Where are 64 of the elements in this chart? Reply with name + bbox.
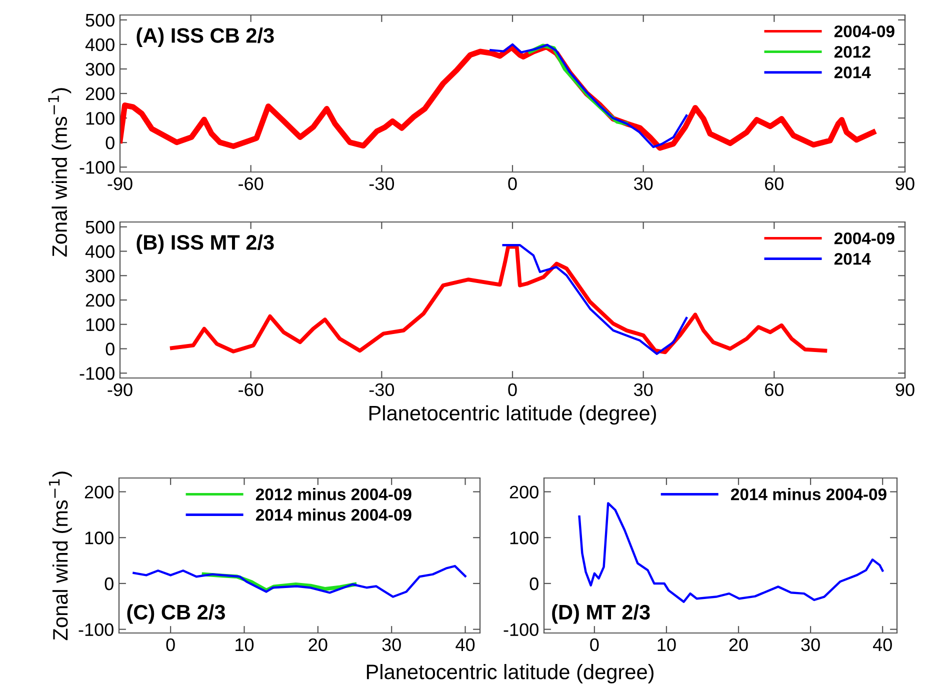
y-tick-label: 500 [86, 220, 114, 234]
y-tick-label: 0 [530, 577, 538, 590]
line-series [578, 502, 884, 603]
x-tick-label: 20 [308, 638, 328, 652]
y-tick-label: 500 [86, 14, 114, 27]
line-series [490, 43, 688, 148]
x-tick-label: -90 [108, 383, 132, 396]
x-axis-title: Planetocentric latitude (degree) [366, 664, 654, 684]
y-tick-label: 100 [85, 532, 114, 544]
x-tick-label: 30 [634, 177, 653, 190]
y-tick-label: 200 [86, 87, 114, 100]
y-tick-label: 400 [85, 245, 114, 258]
x-tick-label: 30 [634, 383, 653, 396]
legend-label: 2012 minus 2004-09 [256, 488, 412, 500]
text: (D) MT 2/3 [552, 604, 650, 624]
x-tick-label: -30 [369, 177, 394, 190]
y-tick-label: 0 [106, 342, 114, 356]
legend-label: 2012 [834, 46, 870, 58]
x-axis-title: Planetocentric latitude (degree) [369, 405, 656, 425]
x-tick-label: 60 [765, 177, 784, 190]
y-tick-label: 200 [510, 486, 538, 498]
line-series [502, 244, 688, 355]
x-tick-label: 10 [658, 638, 676, 652]
legend-label: 2004-09 [834, 232, 894, 244]
y-tick-label: -100 [80, 161, 114, 174]
y-tick-label: 300 [86, 270, 114, 282]
x-tick-label: 0 [166, 638, 175, 652]
x-tick-label: -90 [108, 177, 132, 190]
x-tick-label: 30 [801, 638, 820, 652]
legend-label: 2014 [834, 252, 871, 265]
x-tick-label: 90 [896, 383, 914, 396]
y-tick-label: 0 [104, 577, 114, 590]
x-tick-label: -30 [369, 383, 394, 396]
y-tick-label: 300 [86, 62, 114, 76]
legend-label: 2014 minus 2004-09 [731, 488, 886, 500]
legend-label: 2014 minus 2004-09 [256, 508, 412, 521]
y-tick-label: 100 [86, 318, 114, 332]
x-tick-label: 0 [590, 638, 599, 652]
line-series [132, 564, 466, 598]
x-tick-label: -60 [238, 177, 264, 190]
y-tick-label: 100 [86, 112, 114, 125]
y-tick-label: 100 [510, 532, 538, 544]
y-tick-label: 200 [86, 294, 114, 307]
y-tick-label: -100 [504, 623, 538, 636]
x-tick-label: 90 [896, 177, 914, 190]
text: (B) ISS MT 2/3 [136, 234, 274, 254]
y-axis-title: Zonal wind (ms$^{−1}$) [48, 88, 72, 257]
y-tick-label: 200 [84, 486, 114, 498]
x-tick-label: 20 [729, 638, 748, 652]
text: (C) CB 2/3 [127, 604, 226, 624]
x-tick-label: 40 [456, 638, 475, 652]
y-tick-label: -100 [80, 367, 114, 380]
x-tick-label: 10 [236, 638, 254, 652]
text: (A) ISS CB 2/3 [136, 28, 274, 47]
y-tick-label: -100 [78, 623, 114, 636]
legend-label: 2004-09 [834, 25, 894, 38]
y-axis-title: Zonal wind (ms$^{−1}$) [48, 472, 72, 640]
x-tick-label: 30 [382, 638, 401, 652]
legend-label: 2014 [834, 66, 871, 78]
x-tick-label: 60 [765, 383, 784, 396]
y-tick-label: 0 [106, 136, 114, 150]
y-tick-label: 400 [85, 38, 114, 52]
x-tick-label: 40 [872, 638, 892, 652]
x-tick-label: -60 [238, 383, 264, 396]
